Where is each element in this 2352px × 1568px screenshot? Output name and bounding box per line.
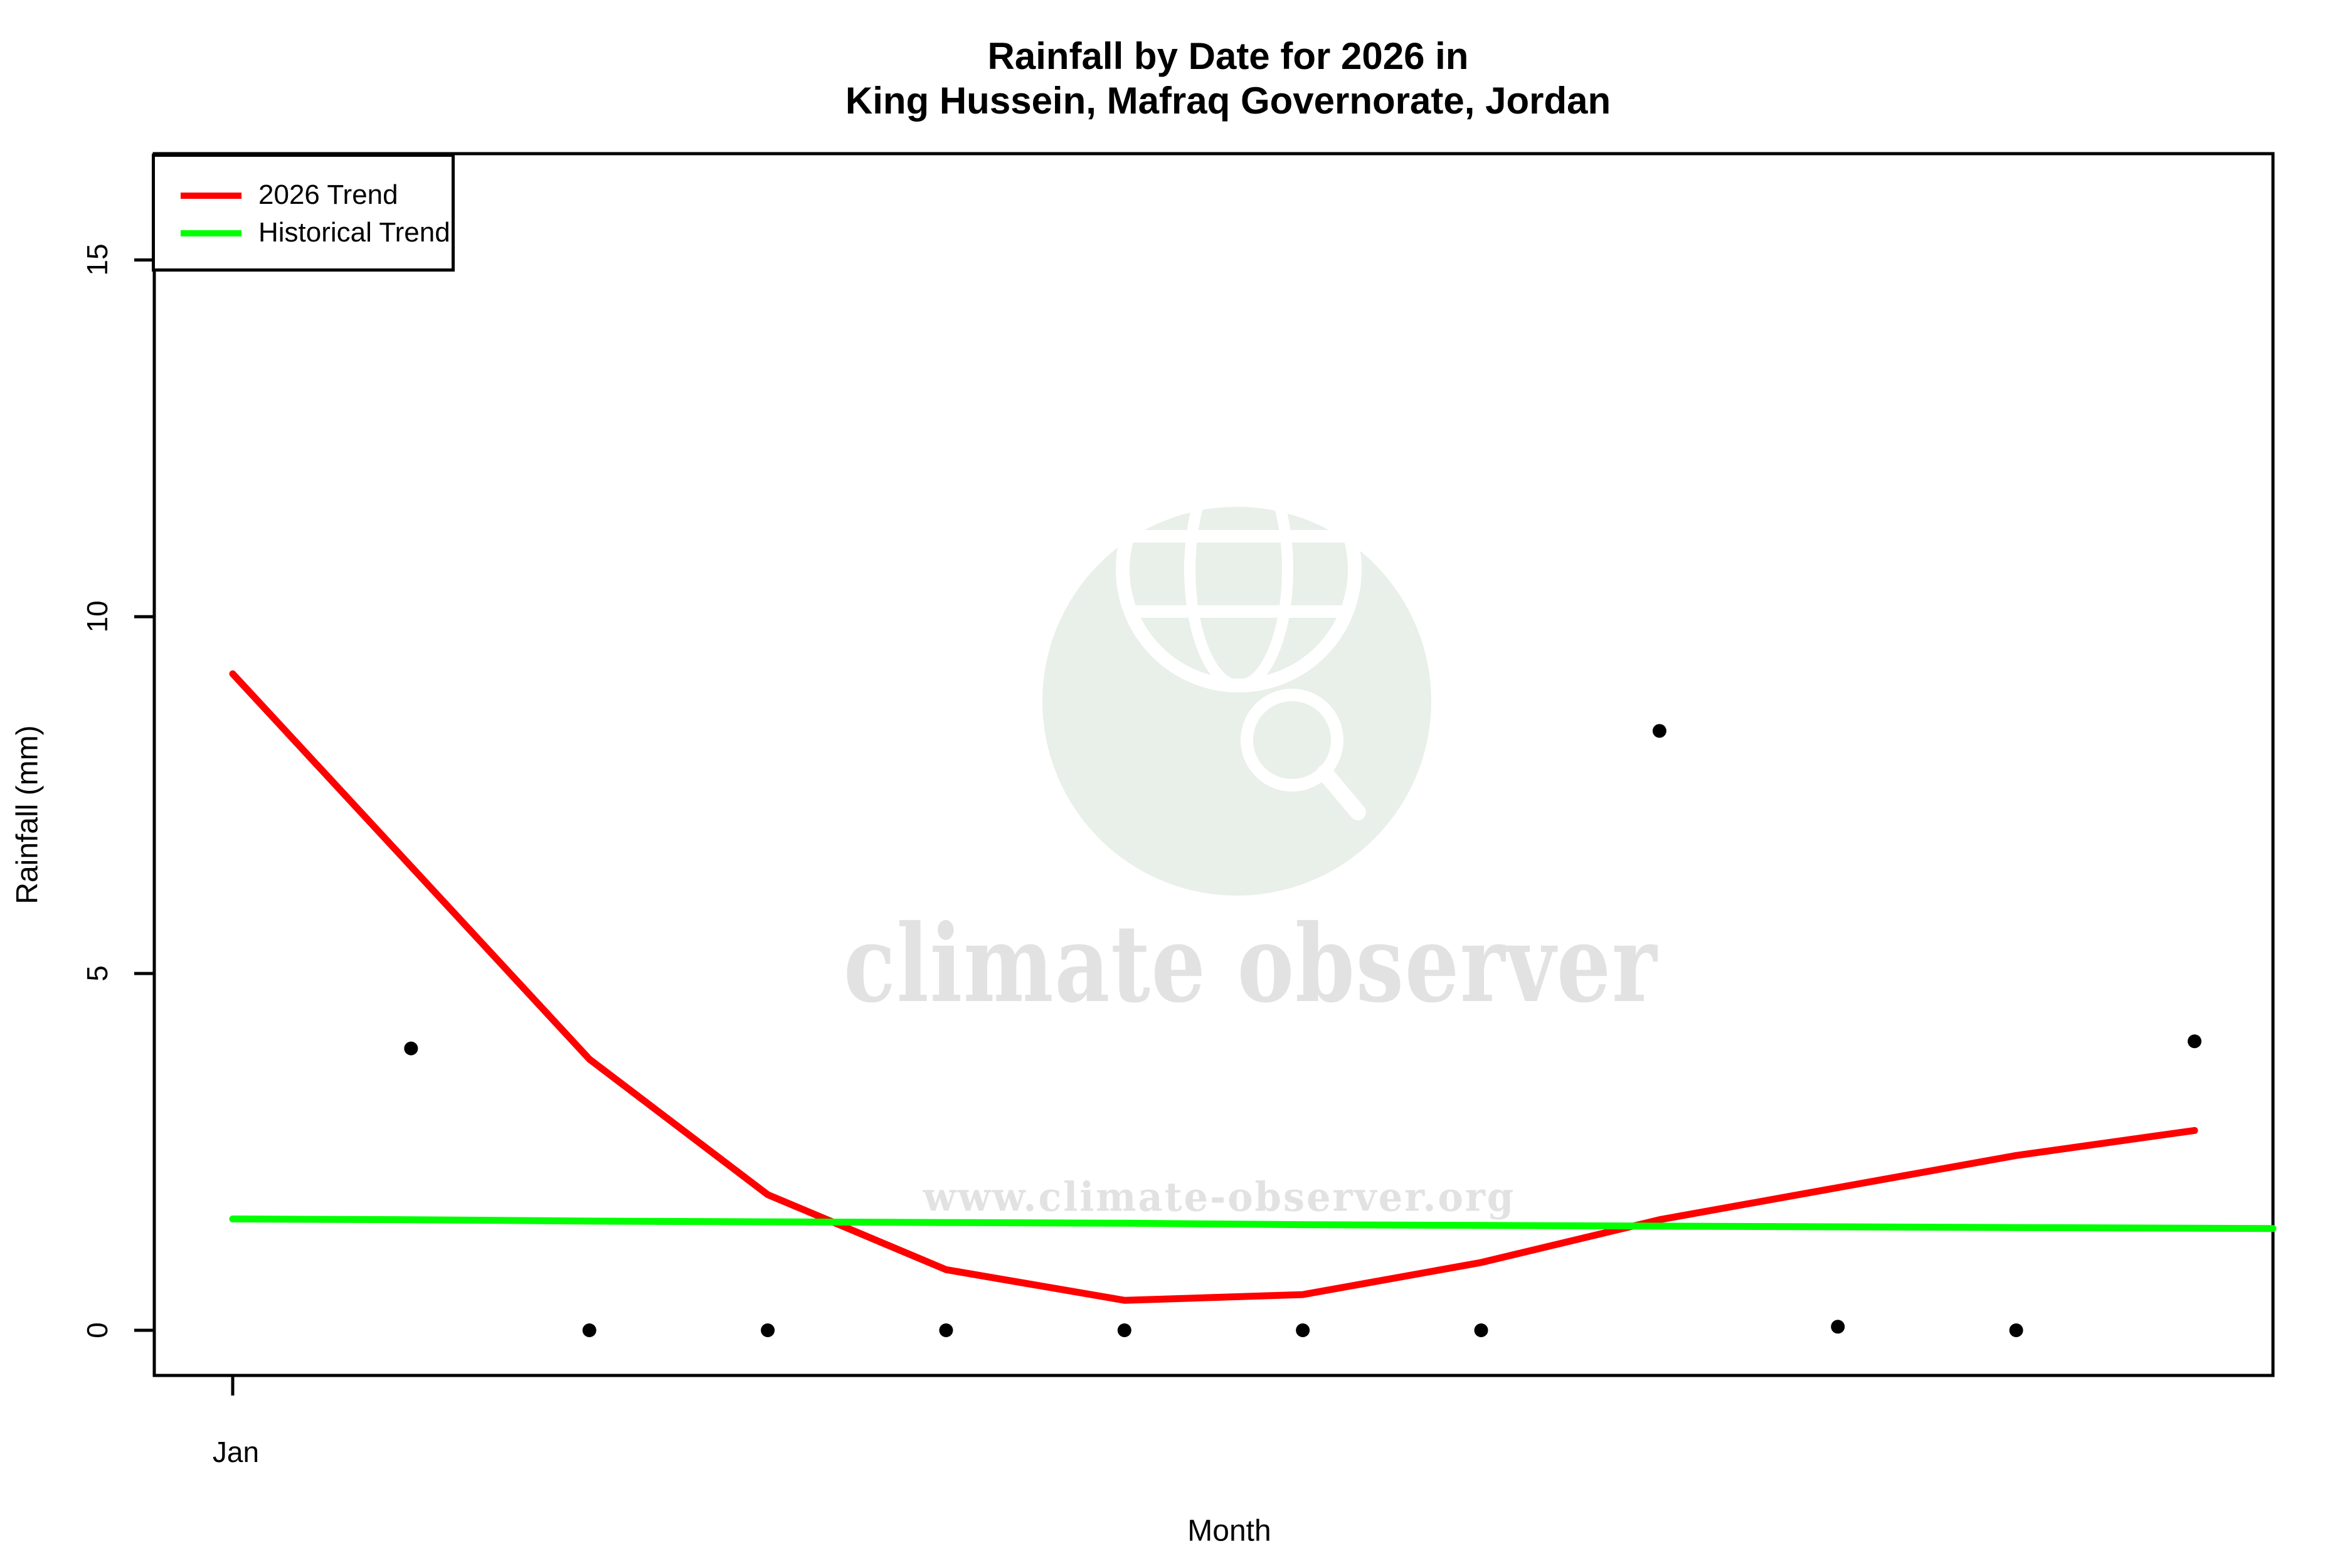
data-point — [761, 1323, 775, 1337]
data-point — [1117, 1323, 1131, 1337]
chart-title-line-1: Rainfall by Date for 2026 in — [987, 35, 1469, 77]
data-point — [2009, 1323, 2023, 1337]
trend-line-historical-trend — [229, 1216, 2277, 1232]
plot-border — [152, 152, 2275, 1377]
legend-box: 2026 Trend Historical Trend — [152, 154, 455, 272]
globe-magnifier-icon — [1116, 447, 1366, 820]
data-point — [1831, 1320, 1845, 1334]
data-point — [404, 1041, 418, 1056]
y-tick-label-10: 10 — [81, 600, 114, 633]
data-point — [1296, 1323, 1310, 1337]
y-axis-title: Rainfall (mm) — [11, 725, 45, 904]
trend-line-2026-trend — [229, 670, 2198, 1304]
watermark-brand-text: climate observer — [843, 901, 1658, 1027]
y-tick-label-5: 5 — [81, 965, 114, 982]
data-point — [1474, 1323, 1488, 1337]
data-point — [2187, 1034, 2201, 1049]
legend-swatch-historical-trend — [181, 230, 241, 236]
y-tick-label-15: 15 — [81, 243, 114, 276]
legend-swatch-2026-trend — [181, 193, 241, 199]
data-point — [582, 1323, 596, 1337]
chart-title-line-2: King Hussein, Mafraq Governorate, Jordan — [845, 80, 1611, 122]
data-point — [939, 1323, 953, 1337]
x-axis-title: Month — [1187, 1514, 1271, 1548]
watermark-circle — [1042, 507, 1431, 896]
watermark-url-text: www.climate-observer.org — [923, 1173, 1516, 1221]
data-point — [1652, 724, 1666, 738]
y-tick-label-0: 0 — [81, 1322, 114, 1338]
x-tick-label-jan: Jan — [212, 1436, 260, 1468]
legend-label-historical-trend: Historical Trend — [258, 217, 450, 248]
legend-label-2026-trend: 2026 Trend — [258, 179, 398, 210]
